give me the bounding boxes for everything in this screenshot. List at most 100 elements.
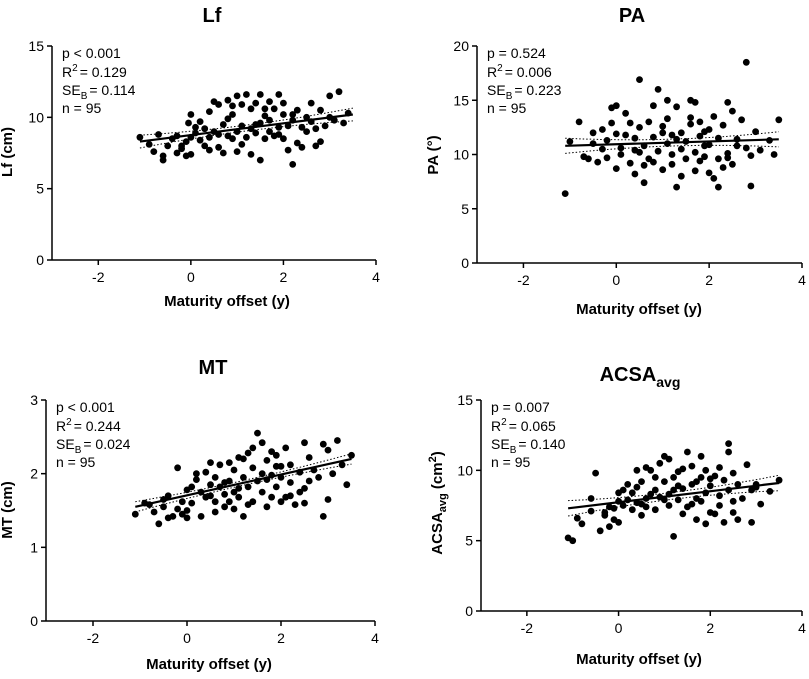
data-point	[187, 151, 195, 158]
data-point	[670, 533, 677, 540]
data-point	[247, 125, 255, 133]
data-point	[254, 429, 261, 437]
data-point	[710, 113, 718, 120]
data-point	[247, 151, 255, 158]
data-point	[748, 519, 755, 526]
data-point	[211, 498, 219, 506]
data-point	[275, 123, 283, 131]
data-point	[317, 106, 324, 114]
data-point	[178, 498, 186, 506]
data-point	[670, 486, 677, 494]
data-point	[752, 128, 759, 136]
y-tick-label: 10	[453, 147, 469, 163]
data-point	[580, 153, 588, 161]
data-point	[301, 499, 308, 507]
x-tick-label: -2	[87, 630, 100, 646]
data-point	[696, 157, 704, 165]
data-point	[233, 148, 241, 156]
data-point	[617, 151, 625, 158]
data-point	[268, 471, 275, 479]
data-point	[766, 137, 773, 144]
stats-box-acsa: p = 0.007 R2 = 0.065 SEB = 0.140 n = 95	[491, 399, 566, 470]
data-point	[207, 481, 214, 489]
y-tick-label: 15	[457, 392, 473, 408]
data-point	[664, 140, 671, 148]
data-point	[155, 131, 162, 138]
data-point	[291, 501, 299, 508]
data-point	[691, 99, 699, 106]
ci-lower-line	[135, 463, 352, 513]
plot-area-pa: 0 5 10 15 20 -2 0 2 4	[453, 38, 806, 288]
data-point	[185, 119, 192, 127]
data-point	[729, 469, 737, 477]
data-point	[280, 135, 287, 143]
data-point	[733, 142, 741, 150]
stat-n: n = 95	[491, 454, 531, 470]
data-point	[677, 172, 685, 180]
data-point	[747, 182, 755, 190]
data-point	[665, 502, 673, 509]
data-point	[606, 523, 613, 530]
data-point	[719, 164, 727, 171]
data-point	[182, 138, 190, 146]
data-point	[266, 98, 273, 105]
data-point	[310, 466, 318, 474]
data-point	[682, 155, 690, 163]
x-tick-label: 4	[798, 620, 806, 636]
x-tick-label: 0	[183, 630, 191, 646]
data-point	[280, 111, 287, 118]
data-point	[233, 128, 241, 136]
data-point	[296, 488, 304, 496]
data-point	[656, 459, 664, 467]
data-point	[624, 496, 632, 504]
data-point	[631, 170, 639, 178]
data-point	[622, 109, 629, 117]
data-point	[178, 145, 186, 153]
data-point	[651, 506, 659, 514]
data-point	[206, 146, 213, 154]
data-point	[272, 451, 280, 459]
data-point	[282, 444, 290, 452]
data-point	[668, 131, 676, 139]
data-point	[312, 142, 320, 150]
data-point	[287, 479, 294, 486]
data-point	[638, 500, 645, 508]
data-point	[263, 503, 271, 511]
data-point	[687, 120, 694, 128]
data-point	[238, 122, 246, 130]
data-point	[131, 510, 139, 518]
data-point	[691, 167, 699, 175]
data-point	[628, 489, 636, 497]
x-tick-label: -2	[92, 269, 105, 285]
data-point	[679, 465, 687, 473]
data-point	[263, 476, 271, 483]
data-point	[587, 495, 595, 502]
data-point	[697, 474, 705, 481]
data-point	[277, 462, 285, 470]
plot-area-lf: 0 5 10 15 -2 0 2 4	[28, 38, 380, 285]
data-point	[569, 537, 577, 545]
data-point	[334, 437, 341, 444]
stat-n: n = 95	[62, 100, 102, 116]
data-point	[329, 470, 337, 478]
data-point	[701, 153, 708, 161]
data-point	[216, 461, 224, 469]
data-point	[715, 183, 722, 191]
data-point	[650, 158, 657, 166]
data-point	[693, 516, 700, 523]
stat-p: p = 0.007	[491, 399, 550, 415]
data-point	[702, 520, 710, 528]
data-point	[729, 107, 736, 115]
data-point	[173, 132, 181, 140]
data-point	[201, 125, 209, 133]
data-point	[631, 134, 639, 142]
data-point	[697, 452, 705, 460]
regression-line	[135, 457, 352, 508]
data-point	[307, 99, 315, 107]
data-point	[240, 513, 247, 520]
data-point	[254, 477, 261, 485]
y-tick-label: 0	[465, 603, 473, 619]
data-point	[173, 149, 181, 157]
data-point	[247, 105, 255, 113]
data-point	[619, 502, 627, 509]
